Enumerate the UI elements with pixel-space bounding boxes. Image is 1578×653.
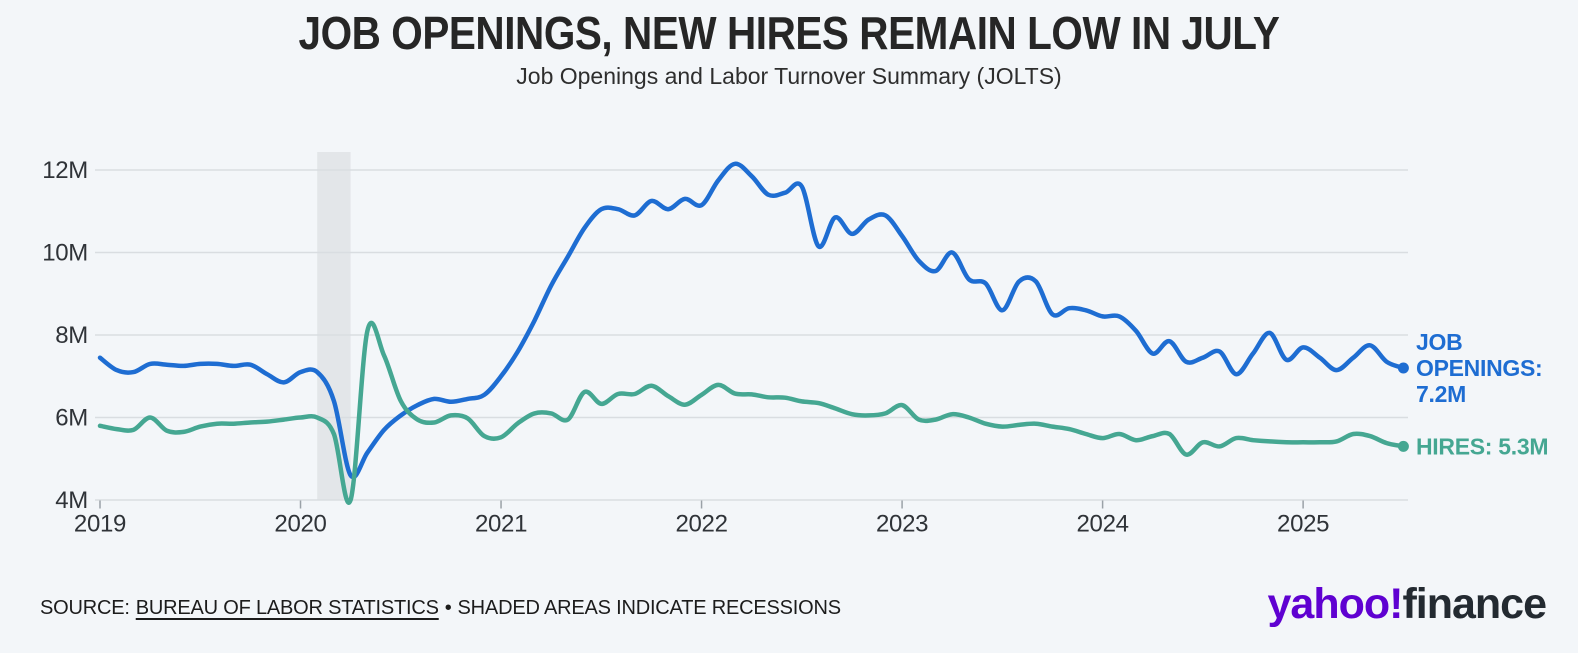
- x-axis-label: 2022: [675, 511, 727, 538]
- y-axis-label: 6M: [55, 405, 88, 432]
- series-end-label-hires: HIRES: 5.3M: [1416, 433, 1548, 459]
- page-title: JOB OPENINGS, NEW HIRES REMAIN LOW IN JU…: [298, 7, 1280, 59]
- y-axis-label: 12M: [42, 157, 88, 184]
- series-line-hires: [97, 320, 1406, 505]
- page-subtitle: Job Openings and Labor Turnover Summary …: [516, 63, 1062, 89]
- yahoo-logo-text: yahoo!: [1267, 580, 1404, 628]
- yahoo-finance-logo: yahoo!finance: [1268, 580, 1547, 629]
- y-axis-label: 10M: [42, 240, 88, 267]
- y-axis-label: 4M: [55, 487, 88, 514]
- x-axis-label: 2019: [74, 511, 126, 538]
- source-link[interactable]: BUREAU OF LABOR STATISTICS: [135, 597, 439, 619]
- finance-logo-text: finance: [1402, 580, 1547, 628]
- series-end-label-openings: 7.2M: [1416, 381, 1466, 407]
- recession-note: SHADED AREAS INDICATE RECESSIONS: [457, 597, 842, 619]
- series-end-dot-hires: [1397, 440, 1409, 452]
- series-end-label-openings: OPENINGS:: [1416, 355, 1542, 381]
- source-separator: •: [444, 597, 452, 619]
- x-axis-label: 2024: [1076, 511, 1128, 538]
- series-end-label-openings: JOB: [1416, 329, 1462, 355]
- x-axis-label: 2021: [475, 511, 527, 538]
- y-axis-label: 8M: [55, 322, 88, 349]
- series-end-dot-openings: [1397, 362, 1409, 374]
- x-axis-label: 2025: [1277, 511, 1329, 538]
- series-line-openings: [97, 161, 1406, 480]
- source-note: SOURCE: BUREAU OF LABOR STATISTICS • SHA…: [40, 597, 841, 620]
- x-axis-label: 2023: [876, 511, 928, 538]
- x-axis-label: 2020: [274, 511, 326, 538]
- source-label: SOURCE:: [40, 597, 130, 619]
